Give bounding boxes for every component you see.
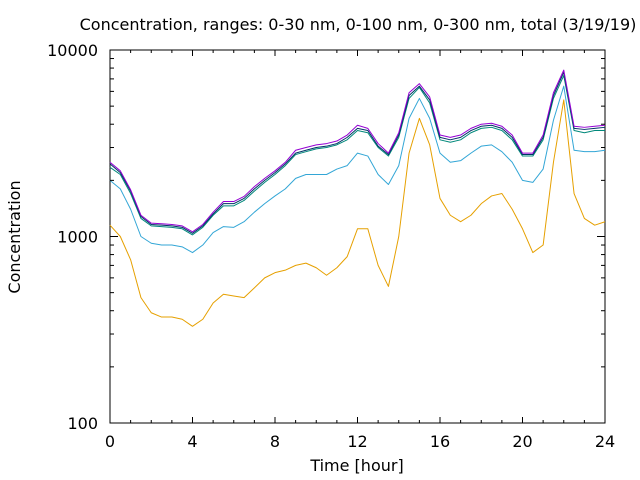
series-line-1 <box>109 99 606 327</box>
x-tick-label: 12 <box>347 432 367 451</box>
y-tick-label: 1000 <box>57 228 98 247</box>
chart-title: Concentration, ranges: 0-30 nm, 0-100 nm… <box>80 15 637 34</box>
y-tick-label: 100 <box>67 414 98 433</box>
series-line-4 <box>109 71 606 234</box>
x-axis-label: Time [hour] <box>309 456 403 475</box>
series-line-3 <box>109 74 605 236</box>
x-tick-label: 0 <box>105 432 115 451</box>
y-tick-label: 10000 <box>47 41 98 60</box>
x-axis-ticks: 0 4 8 12 16 20 24 <box>105 50 615 451</box>
series-line-5 <box>109 69 606 233</box>
plot-frame <box>109 49 606 424</box>
series-line-2 <box>109 85 606 254</box>
x-tick-label: 16 <box>430 432 450 451</box>
x-tick-label: 24 <box>595 432 615 451</box>
series-group <box>109 69 606 327</box>
x-tick-label: 4 <box>187 432 197 451</box>
x-tick-label: 8 <box>270 432 280 451</box>
x-tick-label: 20 <box>512 432 532 451</box>
y-axis-label: Concentration <box>5 180 24 293</box>
y-axis-ticks: 100 1000 10000 <box>47 41 605 433</box>
